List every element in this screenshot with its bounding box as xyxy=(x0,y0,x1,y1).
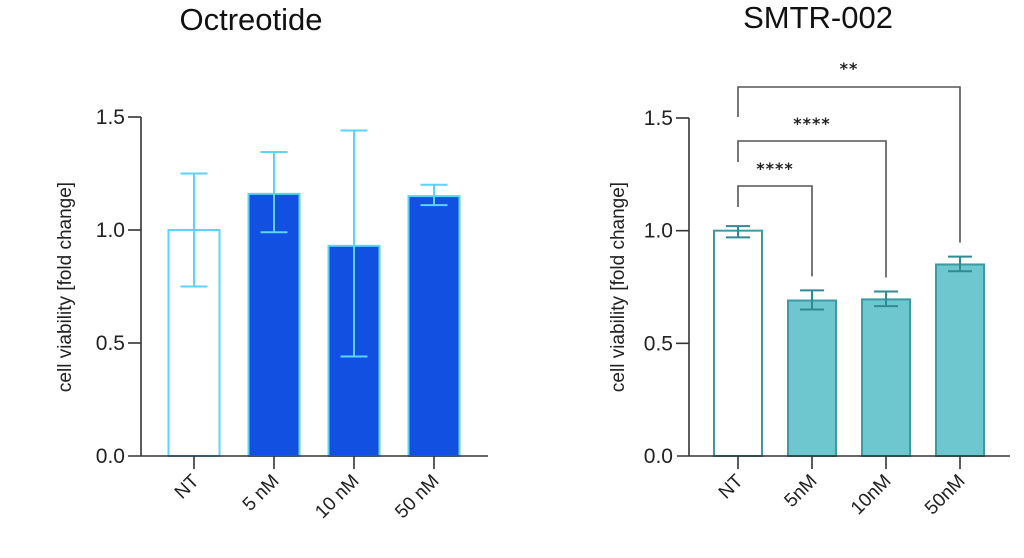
y-tick-label: 0.5 xyxy=(96,332,125,355)
y-tick-label: 0.0 xyxy=(644,445,673,468)
y-tick-label: 0.5 xyxy=(644,332,673,355)
x-category-label: 10 nM xyxy=(311,471,363,523)
bar-nt xyxy=(713,229,763,457)
significance-bracket xyxy=(737,185,813,277)
bar-50nm xyxy=(407,195,461,457)
significance-bracket xyxy=(737,86,961,243)
significance-label: **** xyxy=(793,114,830,133)
chart-octreotide: Octreotide cell viability [fold change] … xyxy=(55,2,488,523)
chart-title: Octreotide xyxy=(179,2,322,37)
x-category-label: 5 nM xyxy=(239,471,284,516)
significance-bracket xyxy=(737,140,887,278)
x-category-label: NT xyxy=(171,470,204,503)
y-tick-label: 0.0 xyxy=(96,445,125,468)
x-category-label: 5nM xyxy=(781,471,822,512)
y-axis-label: cell viability [fold change] xyxy=(608,182,629,392)
bar-5nm xyxy=(787,299,837,457)
x-category-label: 50 nM xyxy=(391,471,443,523)
chart-title: SMTR-002 xyxy=(743,0,893,35)
y-tick-label: 1.5 xyxy=(96,106,125,129)
y-tick-label: 1.5 xyxy=(644,107,673,130)
bar-5nm xyxy=(247,192,301,457)
y-tick-label: 1.0 xyxy=(96,219,125,242)
significance-label: **** xyxy=(756,159,793,178)
bar-10nm xyxy=(861,298,911,458)
chart-smtr-002: SMTR-002 cell viability [fold change] 0.… xyxy=(608,0,1010,519)
significance-label: ** xyxy=(840,59,859,78)
y-axis-label: cell viability [fold change] xyxy=(55,182,76,392)
x-category-label: 50nM xyxy=(921,471,969,519)
x-category-label: NT xyxy=(715,470,748,503)
bar-50nm xyxy=(935,263,985,458)
x-category-label: 10nM xyxy=(847,471,895,519)
y-tick-label: 1.0 xyxy=(644,220,673,243)
